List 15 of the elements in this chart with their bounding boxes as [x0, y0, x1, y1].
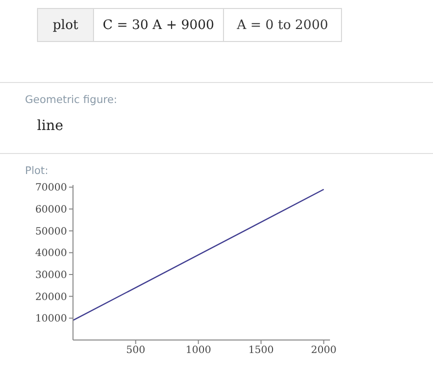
chart-title: Plot: [25, 165, 48, 177]
y-tick-label: 60000 [35, 204, 67, 216]
y-tick-label: 30000 [35, 270, 67, 282]
text: Geometric figure: [25, 94, 118, 106]
query-cell: plot [38, 9, 94, 41]
y-tick-label: 70000 [35, 182, 67, 194]
y-tick-label: 40000 [35, 248, 67, 260]
x-tick-label: 2000 [311, 345, 336, 356]
y-tick-label: 10000 [35, 314, 67, 325]
x-tick-label: 500 [126, 345, 146, 356]
x-tick-label: 1500 [248, 345, 274, 356]
y-tick-label: 50000 [35, 226, 67, 238]
y-tick-label: 20000 [35, 292, 67, 303]
text: line [37, 118, 64, 134]
x-tick-label: 1000 [186, 345, 212, 356]
